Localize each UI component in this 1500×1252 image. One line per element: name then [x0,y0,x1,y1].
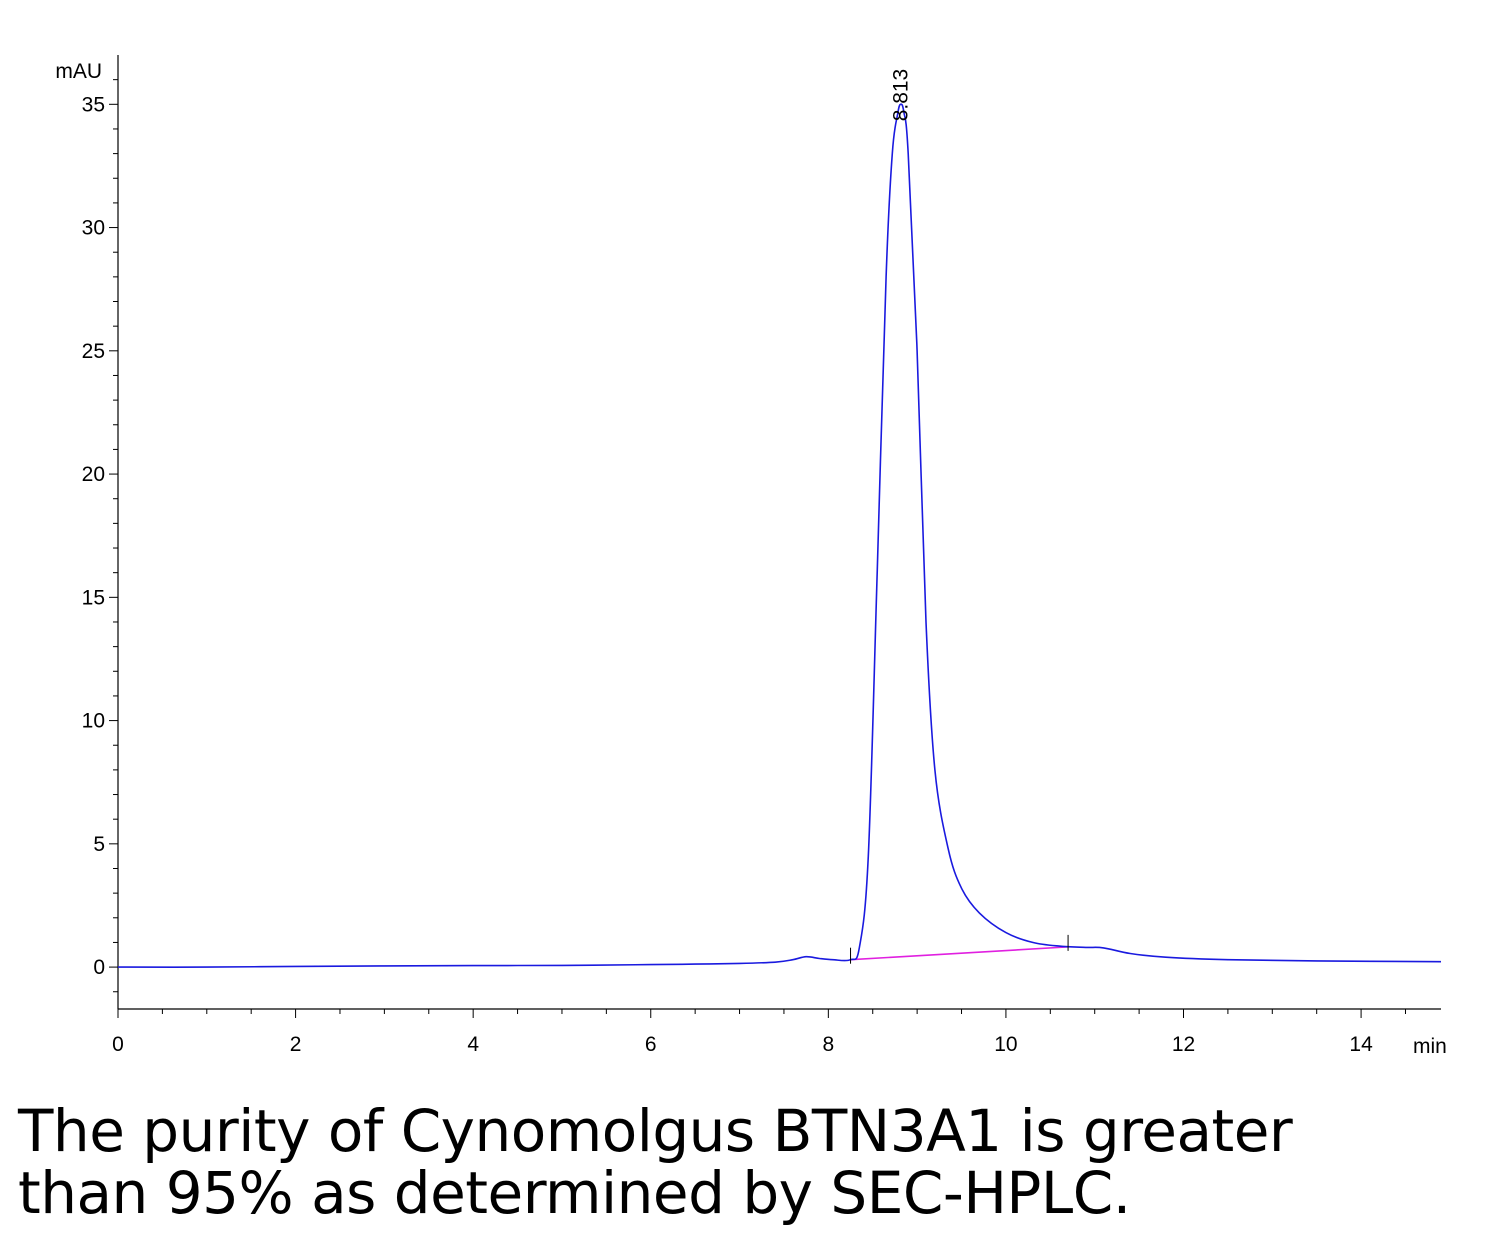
event-marks [850,934,1069,964]
y-tick-label: 0 [93,956,105,979]
y-tick-label: 20 [82,463,105,486]
peak-retention-time-label: 8.813 [890,69,913,122]
x-tick-label: 2 [290,1033,302,1056]
y-tick-label: 10 [82,710,105,733]
caption-line-1: The purity of Cynomolgus BTN3A1 is great… [18,1097,1293,1165]
chromatogram-trace [117,103,1442,968]
x-tick-label: 12 [1172,1033,1195,1056]
x-tick-label: 0 [112,1033,124,1056]
x-tick-label: 14 [1349,1033,1373,1056]
y-tick-label: 35 [82,93,105,116]
x-axis: 0 2 4 6 8 10 12 14 [112,1008,1441,1056]
integration-baseline [850,946,1069,961]
x-tick-label: 10 [994,1033,1017,1056]
x-tick-label: 6 [645,1033,657,1056]
x-tick-label: 8 [822,1033,834,1056]
chromatogram-chart: 0 5 10 15 20 25 30 35 0 2 4 6 8 10 12 14 mAU min 8.813 [55,55,1447,1058]
y-tick-label: 15 [82,586,105,609]
y-tick-label: 25 [82,340,105,363]
y-tick-label: 5 [93,833,105,856]
y-tick-label: 30 [82,217,105,240]
x-tick-label: 4 [467,1033,479,1056]
figure-caption: The purity of Cynomolgus BTN3A1 is great… [18,1100,1478,1224]
y-axis-label: mAU [55,60,102,83]
y-axis: 0 5 10 15 20 25 30 35 [82,55,119,1009]
x-axis-label: min [1413,1035,1447,1058]
caption-line-2: than 95% as determined by SEC-HPLC. [18,1159,1131,1227]
